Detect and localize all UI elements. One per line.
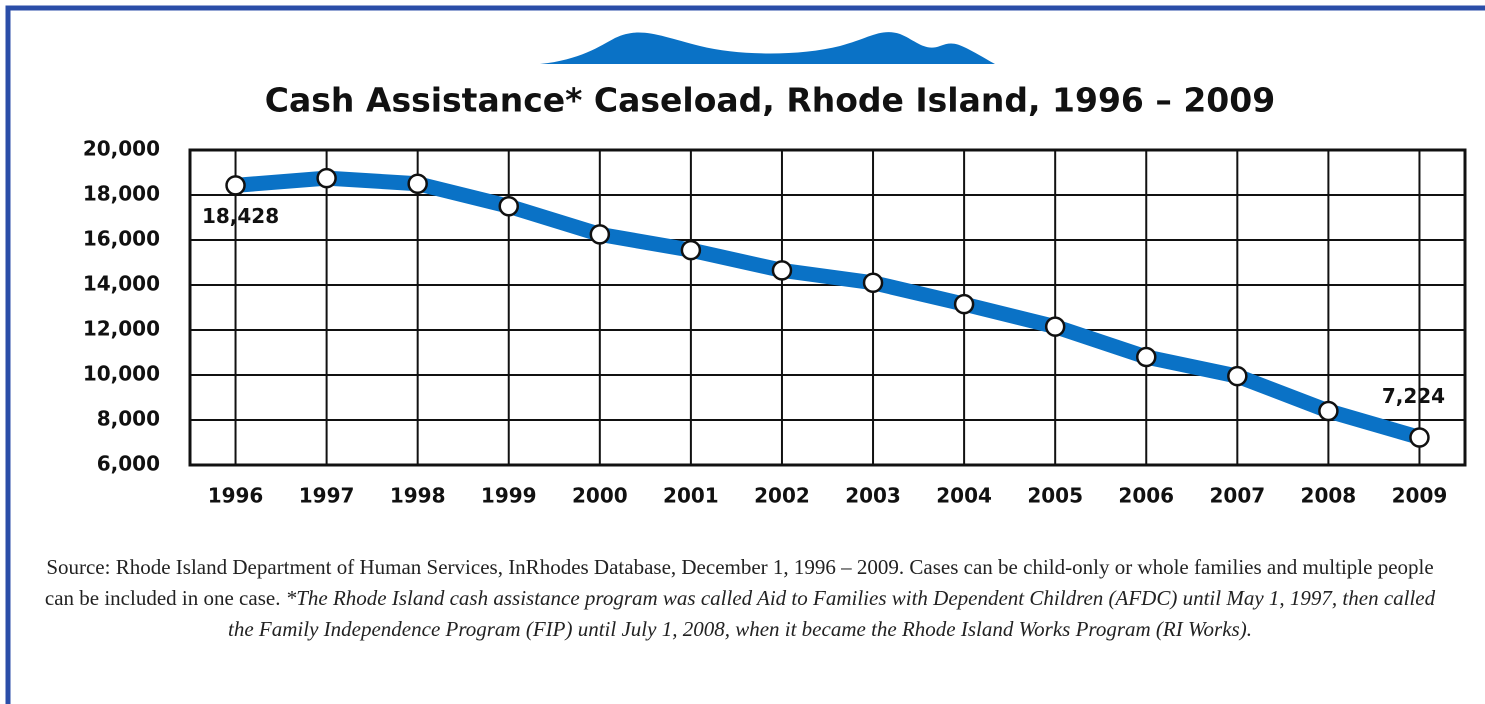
data-point [680,239,702,261]
data-point [771,260,793,281]
wave-decoration [540,32,995,64]
y-tick-label: 14,000 [83,272,160,296]
x-tick-label: 1999 [481,484,537,508]
data-point [589,224,611,245]
x-tick-label: 1998 [390,484,446,508]
y-tick-label: 16,000 [83,227,160,251]
data-point [862,272,884,293]
x-tick-label: 2000 [572,484,628,508]
x-tick-label: 1996 [208,484,264,508]
x-tick-label: 1997 [299,484,355,508]
data-point [1409,427,1430,448]
y-tick-label: 8,000 [97,407,160,431]
footnote: *The Rhode Island cash assistance progra… [228,586,1436,641]
source: Source: Rhode Island Department of Human… [44,555,1434,610]
data-point [316,167,337,189]
chart-title: Cash Assistance* Caseload, Rhode Island,… [265,81,1275,120]
data-point [1044,316,1066,337]
x-tick-label: 2009 [1392,484,1448,508]
data-point [1227,365,1248,387]
data-point [1318,400,1339,422]
y-tick-label: 12,000 [83,317,160,341]
data-point [953,293,975,315]
y-tick-label: 20,000 [83,137,160,161]
y-tick-label: 10,000 [83,362,160,386]
plot-border [188,148,1467,467]
x-tick-label: 2007 [1209,484,1265,508]
x-tick-label: 2003 [845,484,901,508]
source-note: Source: Rhode Island Department of Human… [40,552,1440,645]
data-point [1136,346,1157,368]
data-point [225,175,246,196]
data-label: 18,428 [202,204,279,228]
x-tick-label: 2004 [936,484,992,508]
data-label: 7,224 [1382,384,1445,408]
y-tick-label: 18,000 [83,182,160,206]
x-tick-label: 2002 [754,484,810,508]
x-tick-label: 2008 [1301,484,1357,508]
data-point [407,173,428,194]
x-tick-label: 2006 [1118,484,1174,508]
page-border [5,5,1485,704]
data-line [228,170,1427,445]
y-tick-label: 6,000 [97,452,160,476]
x-tick-label: 2001 [663,484,719,508]
x-tick-label: 2005 [1027,484,1083,508]
data-point [498,196,519,217]
